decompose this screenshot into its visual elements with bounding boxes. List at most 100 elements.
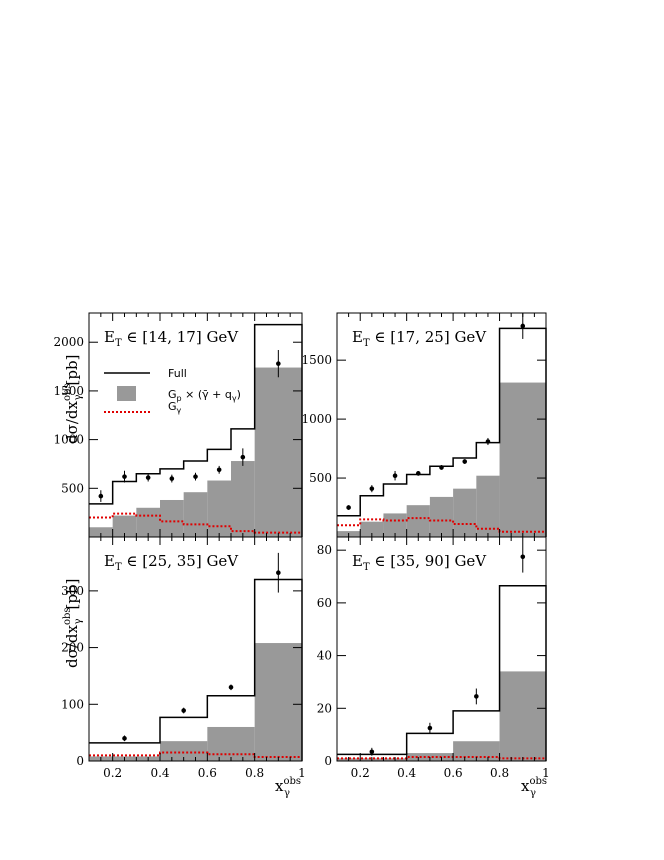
x-tick-label: 0.6 xyxy=(198,766,217,780)
panel-title-sub: T xyxy=(115,338,122,349)
y-tick-label: 40 xyxy=(317,649,332,663)
panel-1: 500 1000 1500 2000 ET ∈ [14, 17] GeV xyxy=(53,312,303,538)
bar-gp-3 xyxy=(383,513,407,537)
y-tick-label: 0 xyxy=(324,754,332,768)
data-point-3 xyxy=(392,473,398,478)
bar-gp-7 xyxy=(231,461,255,537)
bar-gp-3 xyxy=(136,507,160,537)
series-full-line xyxy=(89,578,303,761)
data-point-3 xyxy=(145,475,151,480)
bar-gp-8 xyxy=(499,382,546,537)
x-axis-title-left: xobs γ xyxy=(275,776,301,799)
bar-gp-2 xyxy=(360,521,384,537)
panel-title: ET ∈ [17, 25] GeV xyxy=(352,328,487,349)
legend-ggamma-label: Gγ xyxy=(168,400,182,415)
x-tick-label: 0.2 xyxy=(103,766,122,780)
x-tick-label: 1 xyxy=(542,766,550,780)
x-tick-label: 0.4 xyxy=(397,766,416,780)
y-tick-label: 1000 xyxy=(53,433,84,447)
panel-4: 0 20 40 60 80 0.2 0.4 0.6 0.8 1 ET ∈ [35, 90] GeV xyxy=(317,536,550,780)
panel-2: 500 1000 1500 ET ∈ [17, 25] GeV xyxy=(301,312,547,538)
y-tick-label: 0 xyxy=(76,754,84,768)
series-full-line xyxy=(337,585,547,761)
bar-gp-4 xyxy=(499,671,546,761)
panel-title-main: E xyxy=(352,552,363,570)
x-tick-label: 0.2 xyxy=(351,766,370,780)
y-tick-label: 100 xyxy=(61,697,84,711)
data-point-1 xyxy=(369,749,375,755)
panel-title-rest: ∈ [17, 25] GeV xyxy=(370,328,488,346)
data-point-8 xyxy=(520,323,526,329)
data-point-4 xyxy=(169,476,175,481)
y-tick-label: 60 xyxy=(317,596,332,610)
data-point-2 xyxy=(369,486,375,491)
bar-gp-2 xyxy=(160,741,208,761)
y-tick-label: 300 xyxy=(61,584,84,598)
data-point-6 xyxy=(462,459,468,464)
y-tick-label: 1500 xyxy=(301,353,332,367)
bar-gp-4 xyxy=(254,643,302,761)
legend-gp-swatch xyxy=(117,386,136,401)
data-point-7 xyxy=(485,439,491,444)
x-tick-label: 0.4 xyxy=(150,766,169,780)
data-point-1 xyxy=(98,493,104,499)
x-tick-label: 0.6 xyxy=(444,766,463,780)
y-tick-label: 200 xyxy=(61,641,84,655)
y-tick-label: 1000 xyxy=(301,412,332,426)
panel-title-main: E xyxy=(352,328,363,346)
y-tick-label: 2000 xyxy=(53,335,84,349)
y-tick-label: 1500 xyxy=(53,384,84,398)
data-point-4 xyxy=(520,554,526,560)
legend-gp-label: Gp × (γ̄ + qγ) xyxy=(168,388,241,403)
data-point-3 xyxy=(228,684,234,690)
data-point-2 xyxy=(181,708,186,713)
x-axis-title-right: xobs γ xyxy=(521,776,547,799)
x-tick-label: 0.8 xyxy=(490,766,509,780)
panel-title-rest: ∈ [25, 35] GeV xyxy=(122,552,240,570)
bar-gp-7 xyxy=(476,475,500,537)
x-tick-label: 0.8 xyxy=(245,766,264,780)
panel-title: ET ∈ [14, 17] GeV xyxy=(104,328,239,349)
data-point-5 xyxy=(193,474,198,479)
data-point-4 xyxy=(415,471,421,476)
panel-title-rest: ∈ [14, 17] GeV xyxy=(122,328,240,346)
data-point-2 xyxy=(122,474,127,479)
panel-title-sub: T xyxy=(363,562,370,573)
panel-title-main: E xyxy=(104,552,115,570)
data-point-1 xyxy=(122,736,127,741)
bar-gp-4 xyxy=(406,505,430,537)
panel-title: ET ∈ [25, 35] GeV xyxy=(104,552,239,573)
data-point-6 xyxy=(216,467,222,473)
data-point-5 xyxy=(439,465,444,470)
bar-gp-5 xyxy=(183,492,208,537)
bar-gp-2 xyxy=(112,515,137,537)
bar-gp-8 xyxy=(254,367,302,537)
bar-gp-5 xyxy=(429,496,454,537)
bar-gp-6 xyxy=(207,480,231,537)
bar-gp-4 xyxy=(160,499,184,537)
panel-title-sub: T xyxy=(363,338,370,349)
x-tick-label: 1 xyxy=(298,766,306,780)
data-point-8 xyxy=(276,361,281,366)
series-ggamma-line xyxy=(337,517,546,533)
data-point-2 xyxy=(427,725,433,731)
legend-full-label: Full xyxy=(168,367,187,380)
y-tick-label: 20 xyxy=(317,701,332,715)
y-tick-label: 80 xyxy=(317,543,332,557)
series-full-line xyxy=(89,323,303,537)
y-axis-title-top: dσ/dxobsγ[pb] xyxy=(62,355,84,444)
panel-title: ET ∈ [35, 90] GeV xyxy=(352,552,487,573)
y-tick-label: 500 xyxy=(61,481,84,495)
bar-gp-6 xyxy=(453,488,477,537)
bar-gp-1 xyxy=(89,527,113,537)
data-point-3 xyxy=(474,694,479,699)
y-tick-label: 500 xyxy=(309,471,332,485)
data-point-7 xyxy=(240,454,246,460)
data-point-1 xyxy=(346,505,351,510)
legend: Full Gp × (γ̄ + qγ) Gγ xyxy=(104,367,241,415)
data-point-4 xyxy=(276,570,281,576)
panel-3: 0 100 200 300 0.2 0.4 0.6 0.8 1 ET ∈ [25, 35] GeV xyxy=(61,536,306,780)
y-axis-title-bottom: dσ/dxobsγ[pb] xyxy=(62,579,84,668)
